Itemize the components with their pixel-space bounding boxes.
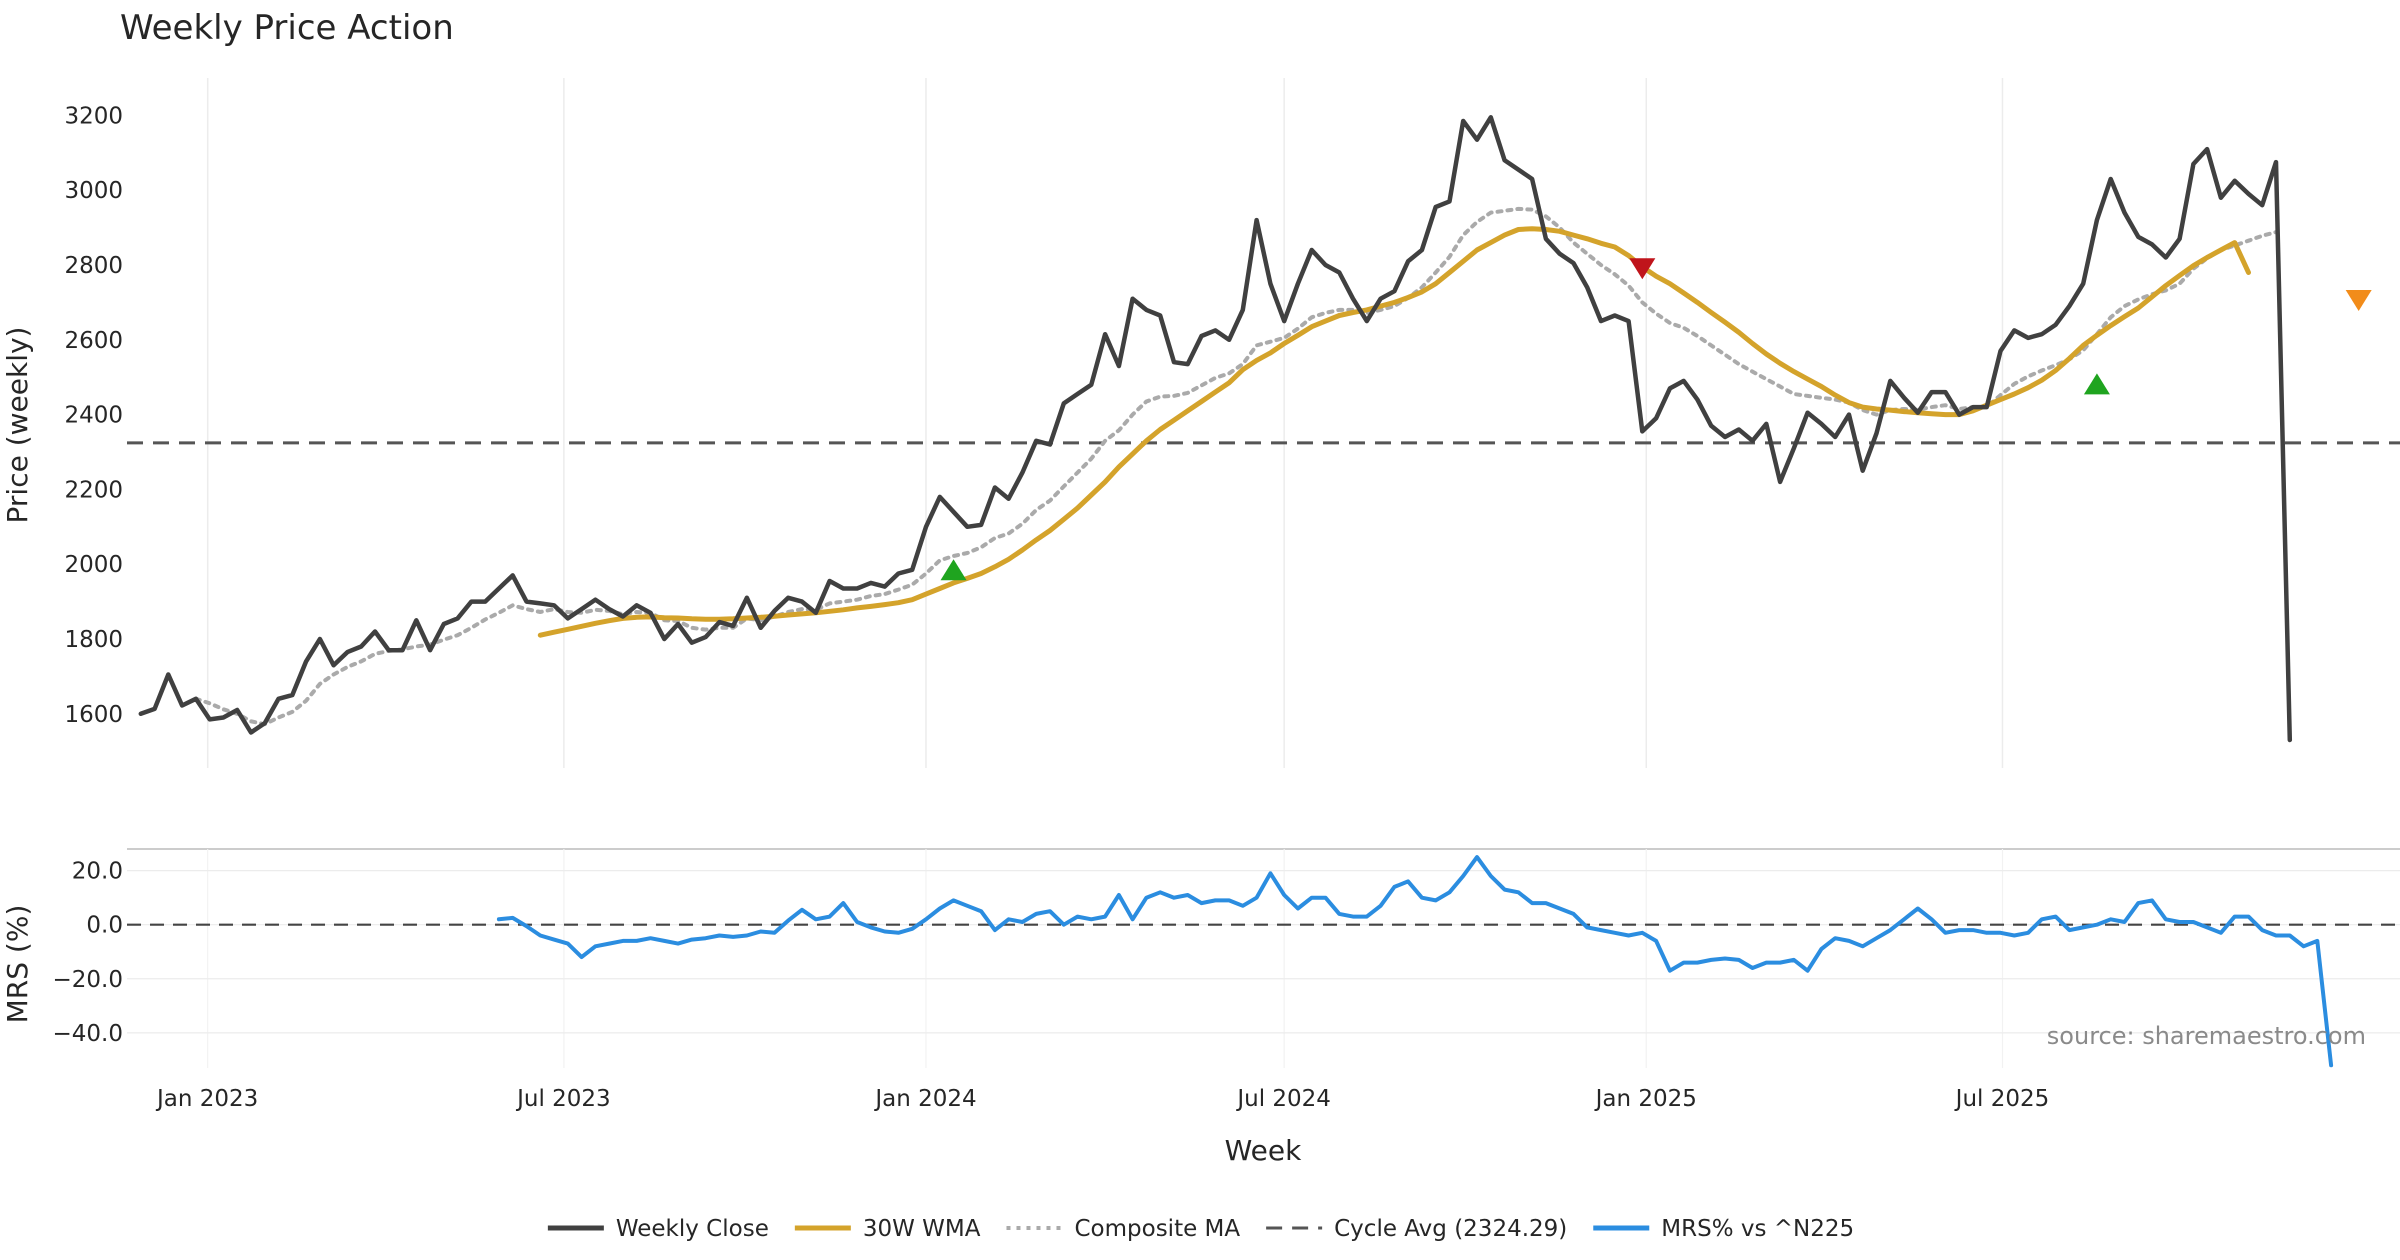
subplot-y-tick-label: −40.0 xyxy=(53,1021,123,1047)
y-tick-label: 2400 xyxy=(64,403,123,429)
subplot-y-tick-label: −20.0 xyxy=(53,967,123,993)
series-mrs-vs-n225 xyxy=(496,855,2334,1068)
legend-label: Cycle Avg (2324.29) xyxy=(1334,1216,1567,1242)
marker-triangle-up xyxy=(2083,373,2110,395)
legend-item-cycle-avg-2324-29: Cycle Avg (2324.29) xyxy=(1266,1216,1567,1242)
legend-item-weekly-close: Weekly Close xyxy=(547,1216,769,1242)
x-tick-label: Jan 2023 xyxy=(155,1086,258,1112)
subplot-y-ticks: 20.0 0.0 −20.0 −40.0 xyxy=(53,859,123,1047)
y-tick-label: 3200 xyxy=(64,103,123,129)
y-tick-label: 2800 xyxy=(64,253,123,279)
signal-markers xyxy=(940,258,2372,581)
x-tick-label: Jul 2025 xyxy=(1954,1086,2050,1112)
subplot-y-axis-label: MRS (%) xyxy=(1,905,34,1024)
legend-item-mrs-vs-n225: MRS% vs ^N225 xyxy=(1593,1216,1854,1242)
marker-triangle-down xyxy=(2345,290,2372,312)
x-tick-label: Jul 2024 xyxy=(1235,1086,1331,1112)
y-tick-label: 2200 xyxy=(64,477,123,503)
marker-triangle-up xyxy=(940,559,967,581)
main-series xyxy=(127,115,2400,743)
subplot-y-tick-label: 0.0 xyxy=(86,913,123,939)
x-tick-label: Jan 2025 xyxy=(1594,1086,1697,1112)
x-tick-labels: Jan 2023 Jul 2023 Jan 2024 Jul 2024 Jan 2025… xyxy=(155,1086,2049,1112)
subplot-y-tick-label: 20.0 xyxy=(72,859,123,885)
main-gridlines xyxy=(206,78,2004,768)
legend-label: Weekly Close xyxy=(616,1216,769,1242)
series-weekly-close xyxy=(138,115,2293,743)
x-tick-label: Jul 2023 xyxy=(515,1086,611,1112)
chart-title: Weekly Price Action xyxy=(120,8,454,48)
legend-item-composite-ma: Composite MA xyxy=(1006,1216,1240,1242)
y-tick-label: 1800 xyxy=(64,627,123,653)
y-tick-label: 2000 xyxy=(64,552,123,578)
legend-label: Composite MA xyxy=(1074,1216,1240,1242)
y-tick-label: 3000 xyxy=(64,178,123,204)
marker-triangle-down xyxy=(1629,258,1656,280)
series-composite-ma xyxy=(193,206,2278,727)
y-tick-label: 1600 xyxy=(64,702,123,728)
y-tick-label: 2600 xyxy=(64,328,123,354)
legend-item-30w-wma: 30W WMA xyxy=(794,1216,981,1242)
legend-label: MRS% vs ^N225 xyxy=(1661,1216,1854,1242)
main-y-axis-label: Price (weekly) xyxy=(1,327,34,524)
x-axis-label: Week xyxy=(1225,1134,1302,1167)
x-tick-label: Jan 2024 xyxy=(873,1086,976,1112)
source-annotation: source: sharemaestro.com xyxy=(2047,1022,2366,1050)
subplot-series xyxy=(127,855,2400,1068)
legend: Weekly Close 30W WMA Composite MA Cycle Avg… xyxy=(547,1216,1854,1242)
main-y-ticks: 1600 1800 2000 2200 2400 2600 2800 3000 3200 xyxy=(64,103,123,727)
legend-label: 30W WMA xyxy=(863,1216,981,1242)
